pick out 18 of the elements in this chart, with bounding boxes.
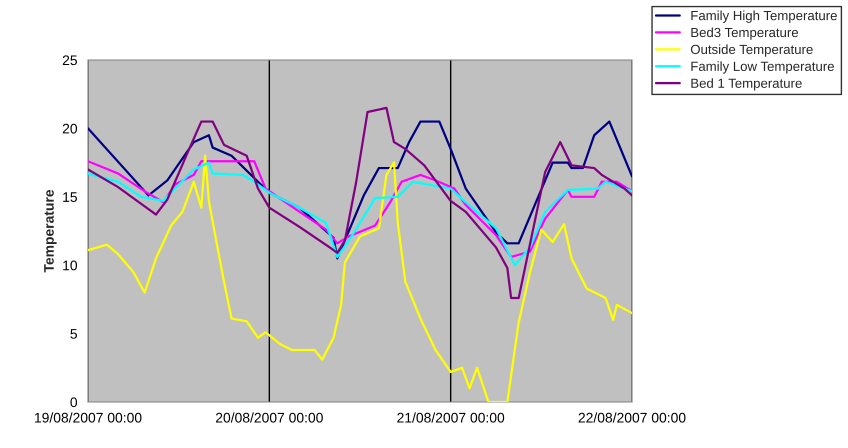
legend-label: Bed 1 Temperature <box>691 78 802 91</box>
y-tick-label: 25 <box>62 55 78 66</box>
legend-label: Bed3 Temperature <box>691 27 798 40</box>
y-tick-label: 5 <box>70 329 77 339</box>
y-tick-label: 20 <box>62 124 78 134</box>
y-tick-label: 0 <box>70 397 78 408</box>
x-tick-label: 20/08/2007 00:00 <box>216 412 323 423</box>
x-tick-label: 19/08/2007 00:00 <box>35 412 142 423</box>
x-tick-label: 22/08/2007 00:00 <box>578 412 686 423</box>
x-tick-label: 21/08/2007 00:00 <box>397 412 504 423</box>
line-series <box>88 106 632 300</box>
y-axis-title: Temperature <box>44 190 57 272</box>
legend-label: Family Low Temperature <box>691 61 834 74</box>
y-tick-label: 15 <box>63 192 78 202</box>
legend-label: Family High Temperature <box>691 10 837 23</box>
y-tick-label: 10 <box>63 260 78 270</box>
line-series <box>88 120 632 260</box>
legend-label: Outside Temperature <box>690 44 813 57</box>
